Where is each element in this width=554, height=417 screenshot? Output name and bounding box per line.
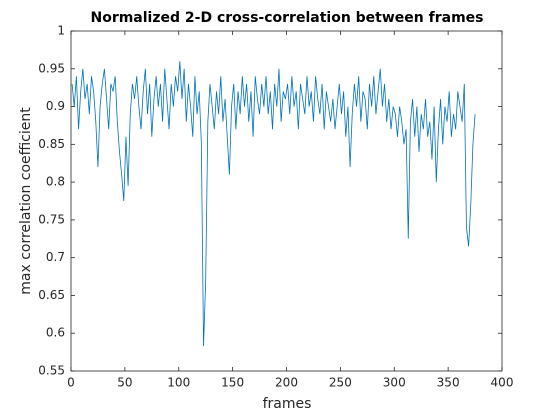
x-tick-label: 0 — [67, 376, 75, 390]
x-tick-label: 100 — [167, 376, 190, 390]
plot-frame — [70, 30, 503, 372]
x-tick-label: 400 — [491, 376, 514, 390]
y-tick-label: 0.6 — [46, 326, 65, 340]
x-tick-label: 200 — [275, 376, 298, 390]
x-tick-label: 250 — [329, 376, 352, 390]
x-tick-label: 300 — [383, 376, 406, 390]
y-tick-label: 0.9 — [46, 99, 65, 113]
y-tick-label: 0.75 — [38, 212, 65, 226]
x-tick-label: 50 — [117, 376, 132, 390]
x-axis-label: frames — [263, 396, 312, 412]
y-tick-label: 0.65 — [38, 288, 65, 302]
chart-title: Normalized 2-D cross-correlation between… — [90, 10, 483, 26]
y-axis-label: max correlation coefficient — [18, 107, 34, 295]
y-tick-label: 0.95 — [38, 61, 65, 75]
y-tick-label: 0.85 — [38, 137, 65, 151]
y-tick-label: 0.55 — [38, 364, 65, 378]
y-tick-label: 0.7 — [46, 250, 65, 264]
y-tick-label: 1 — [57, 24, 65, 38]
x-tick-label: 350 — [437, 376, 460, 390]
y-tick-label: 0.8 — [46, 175, 65, 189]
x-tick-label: 150 — [221, 376, 244, 390]
data-line — [71, 61, 476, 347]
